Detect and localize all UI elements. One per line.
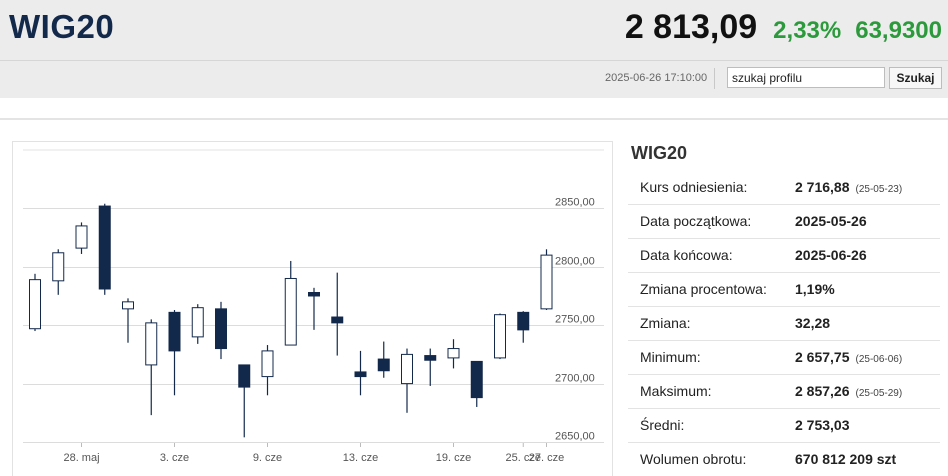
info-value: 2 753,03 (795, 417, 850, 433)
info-label: Data początkowa: (640, 213, 752, 229)
candle-body-up (447, 348, 460, 359)
candlestick-chart: 2650,00 2700,00 2750,00 2800,00 2850,00 28. m… (12, 141, 613, 476)
candle-body-down (98, 205, 111, 290)
candle-body-up (75, 225, 88, 249)
info-value-text: 2 857,26 (795, 383, 850, 399)
change-absolute: 63,9300 (855, 17, 942, 44)
info-label: Data końcowa: (640, 247, 733, 263)
y-tick-label: 2850,00 (555, 197, 595, 209)
info-label: Kurs odniesienia: (640, 179, 748, 195)
candle-body-down (424, 355, 437, 361)
y-tick-label: 2650,00 (555, 431, 595, 443)
info-value: 2 657,75 (25-06-06) (795, 349, 902, 365)
candle-body-up (29, 279, 41, 330)
candle-body-up (191, 307, 204, 338)
info-label: Średni: (640, 417, 685, 433)
candle-body-down (238, 364, 251, 388)
info-label: Zmiana procentowa: (640, 281, 767, 297)
quote-timestamp: 2025-06-26 17:10:00 (605, 72, 708, 84)
info-value-text: 2 716,88 (795, 179, 850, 195)
candle-body-up (261, 350, 274, 378)
info-row-change: Zmiana: 32,28 (628, 307, 940, 341)
change-percent: 2,33% (773, 17, 842, 44)
info-value-date: (25-05-29) (855, 388, 903, 399)
candle-body-up (52, 252, 65, 282)
candle-body-up (122, 301, 134, 310)
candle-body-up (494, 314, 506, 359)
info-row-percent-change: Zmiana procentowa: 1,19% (628, 273, 940, 307)
current-price: 2 813,09 (624, 8, 758, 46)
candle-body-up (145, 322, 158, 366)
candle-body-down (470, 360, 483, 399)
candle-body-up (401, 353, 413, 385)
x-tick-label: 13. cze (343, 452, 378, 464)
info-value-date: (25-05-23) (855, 184, 903, 195)
candle-body-down (168, 311, 181, 352)
info-value: 2 857,26 (25-05-29) (795, 383, 902, 399)
info-row-reference-price: Kurs odniesienia: 2 716,88 (25-05-23) (628, 171, 940, 205)
info-value-date: (25-06-06) (855, 354, 903, 365)
content-panel (0, 118, 948, 476)
profile-search-input[interactable] (727, 67, 885, 88)
x-tick-label: 27. cze (529, 452, 564, 464)
y-tick-label: 2750,00 (555, 314, 595, 326)
x-tick-label: 25. cze (506, 452, 541, 464)
candle-body-down (308, 291, 320, 297)
info-value: 2025-05-26 (795, 213, 867, 229)
info-row-maximum: Maksimum: 2 857,26 (25-05-29) (628, 375, 940, 409)
candle-body-down (517, 311, 530, 331)
info-label: Wolumen obrotu: (640, 451, 747, 467)
info-row-start-date: Data początkowa: 2025-05-26 (628, 205, 940, 239)
info-label: Minimum: (640, 349, 701, 365)
x-tick-label: 3. cze (160, 452, 189, 464)
candle-body-up (284, 277, 297, 346)
info-row-end-date: Data końcowa: 2025-06-26 (628, 239, 940, 273)
chart-canvas: 2650,00 2700,00 2750,00 2800,00 2850,00 28. m… (23, 149, 604, 464)
info-value: 32,28 (795, 315, 831, 331)
info-label: Zmiana: (640, 315, 691, 331)
info-value: 2 716,88 (25-05-23) (795, 179, 902, 195)
header-divider (0, 60, 948, 61)
info-row-volume: Wolumen obrotu: 670 812 209 szt (628, 443, 940, 476)
info-label: Maksimum: (640, 383, 712, 399)
x-tick-label: 9. cze (253, 452, 282, 464)
candle-body-down (331, 316, 344, 324)
x-tick-label: 19. cze (436, 452, 471, 464)
candle-body-down (215, 308, 227, 350)
info-title: WIG20 (631, 143, 688, 163)
info-row-minimum: Minimum: 2 657,75 (25-06-06) (628, 341, 940, 375)
info-value: 1,19% (795, 281, 835, 297)
y-tick-label: 2700,00 (555, 373, 595, 385)
info-value-text: 2 657,75 (795, 349, 850, 365)
candle-body-down (354, 371, 367, 378)
toolbar-separator (714, 68, 715, 89)
candle-body-down (377, 358, 390, 372)
quote-summary: 2 813,09 2,33% 63,9300 (625, 8, 942, 47)
info-value: 670 812 209 szt (795, 451, 897, 467)
info-row-average: Średni: 2 753,03 (628, 409, 940, 443)
info-value: 2025-06-26 (795, 247, 867, 263)
y-tick-label: 2800,00 (555, 256, 595, 268)
candle-body-up (540, 254, 553, 310)
search-button[interactable]: Szukaj (889, 67, 942, 89)
x-tick-label: 28. maj (63, 452, 99, 464)
header-bar: WIG20 2 813,09 2,33% 63,9300 2025-06-26 … (0, 0, 948, 98)
index-title: WIG20 (9, 8, 115, 45)
